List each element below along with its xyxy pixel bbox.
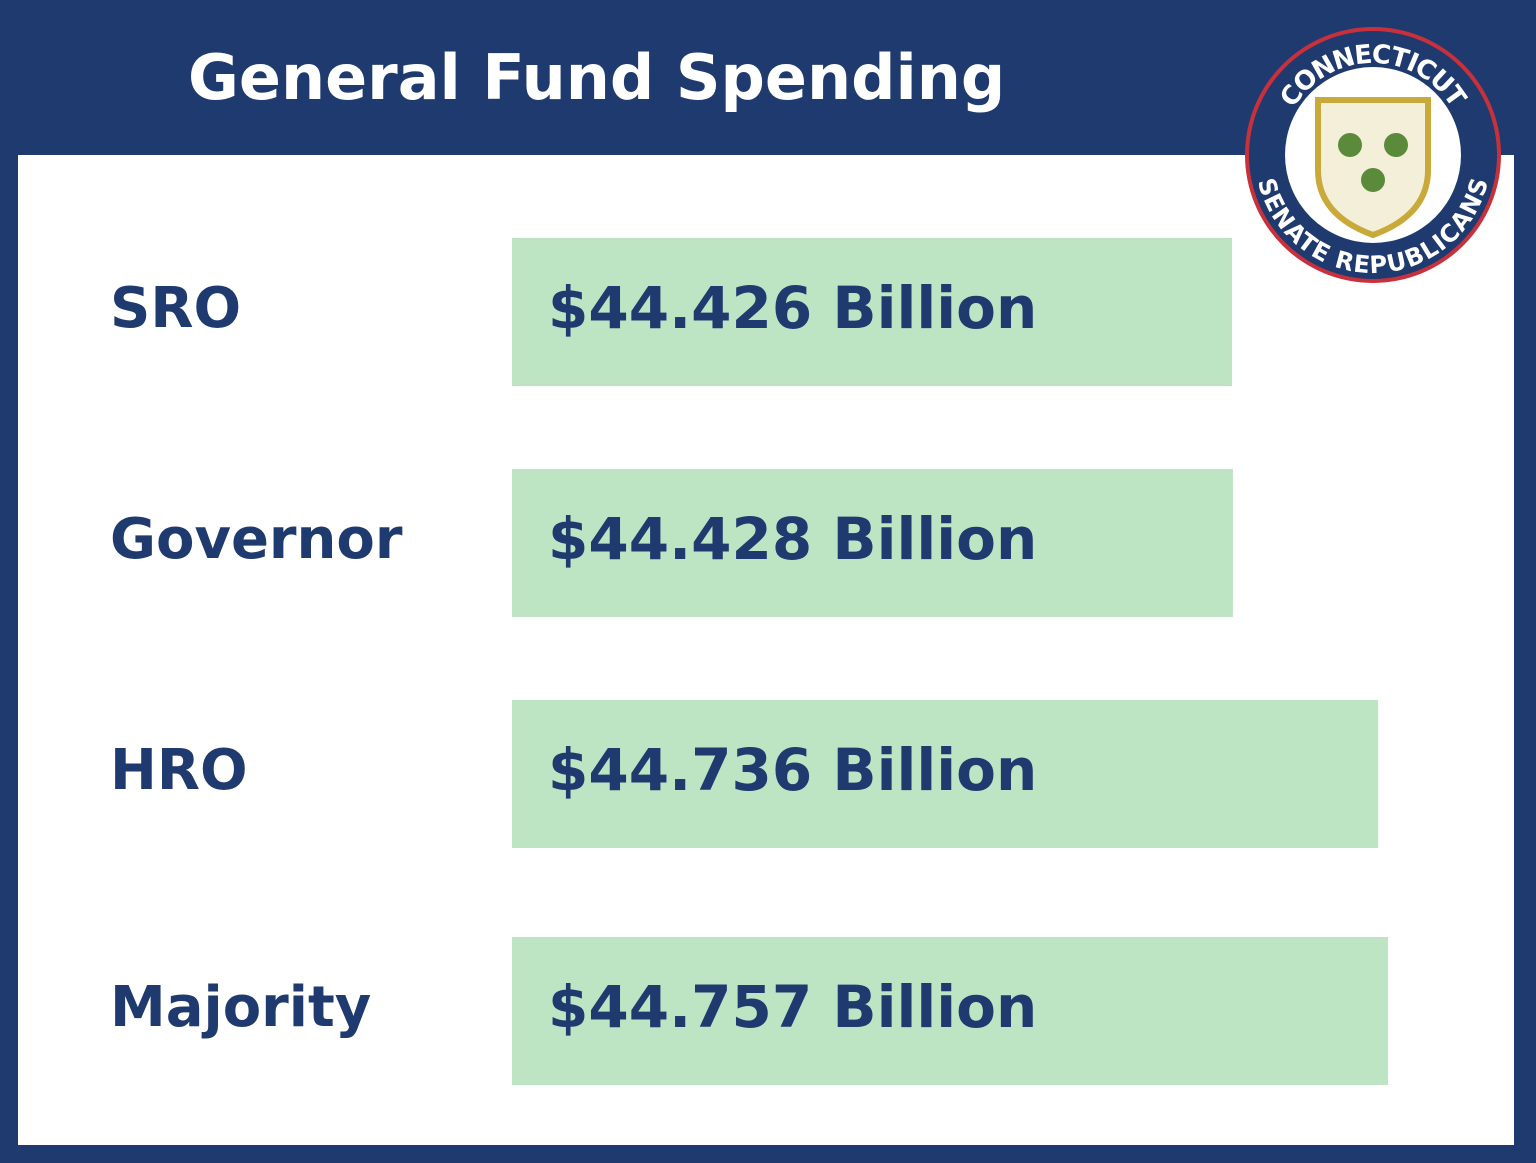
vine xyxy=(1338,133,1362,157)
vine xyxy=(1361,168,1385,192)
value-label: $44.428 Billion xyxy=(548,505,1037,573)
vine xyxy=(1384,133,1408,157)
category-label: Majority xyxy=(110,975,371,1040)
value-label: $44.736 Billion xyxy=(548,736,1037,804)
bar xyxy=(512,469,1233,617)
category-label: Governor xyxy=(110,507,403,572)
value-label: $44.757 Billion xyxy=(548,973,1037,1041)
seal: CONNECTICUT SENATE REPUBLICANS xyxy=(1245,27,1501,283)
category-label: HRO xyxy=(110,738,248,803)
seal-shield xyxy=(1315,97,1431,239)
bar xyxy=(512,937,1388,1085)
category-label: SRO xyxy=(110,276,241,341)
bar xyxy=(512,700,1379,848)
value-label: $44.426 Billion xyxy=(548,274,1037,342)
chart-title: General Fund Spending xyxy=(188,41,1005,114)
bar xyxy=(512,238,1232,386)
